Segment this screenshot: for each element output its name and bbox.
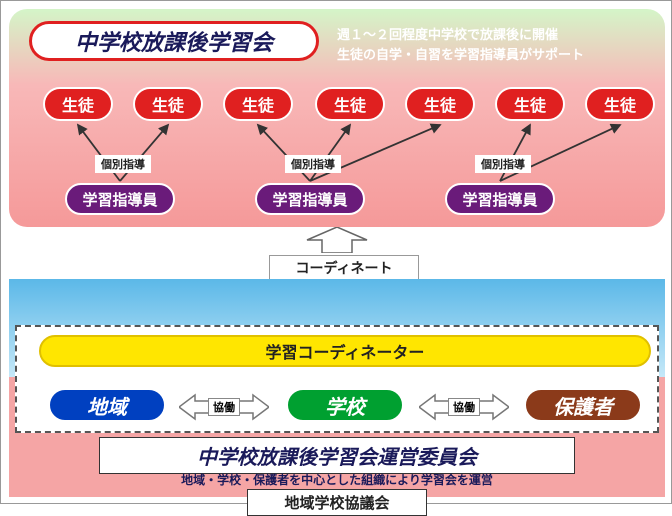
council-box: 地域学校協議会 (247, 489, 427, 516)
arrow-label: 協働 (448, 398, 480, 416)
coordinator-bar: 学習コーディネーター (39, 335, 651, 367)
committee-box: 中学校放課後学習会運営委員会 (99, 437, 575, 474)
bottom-panel: 学習コーディネーター 地域 学校 保護者 協働 協働 中学校放課後学習会運営委員会 地… (9, 279, 665, 497)
h-arrow-icon: 協働 (179, 393, 269, 421)
pill-brown: 保護者 (523, 387, 643, 423)
arrow-label: 協働 (208, 398, 240, 416)
student-node: 生徒 (43, 87, 113, 121)
instructor-node: 学習指導員 (65, 183, 175, 215)
coord-arrow-up-icon (297, 227, 377, 253)
subtitle-line1: 週１～２回程度中学校で放課後に開催 (337, 25, 584, 45)
title-bubble: 中学校放課後学習会 (29, 21, 319, 61)
top-panel: 中学校放課後学習会 週１～２回程度中学校で放課後に開催 生徒の自学・自習を学習指… (9, 9, 665, 227)
pill-green: 学校 (285, 387, 405, 423)
dotted-band: 学習コーディネーター 地域 学校 保護者 協働 協働 (15, 325, 659, 433)
caption-text: 地域・学校・保護者を中心とした組織により学習会を運営 (9, 471, 665, 488)
guide-label: 個別指導 (285, 155, 341, 173)
pill-blue: 地域 (47, 387, 167, 423)
student-node: 生徒 (495, 87, 565, 121)
instructor-node: 学習指導員 (255, 183, 365, 215)
student-node: 生徒 (315, 87, 385, 121)
guide-label: 個別指導 (95, 155, 151, 173)
subtitle: 週１～２回程度中学校で放課後に開催 生徒の自学・自習を学習指導員がサポート (337, 25, 584, 64)
guide-label: 個別指導 (475, 155, 531, 173)
h-arrow-icon: 協働 (419, 393, 509, 421)
student-node: 生徒 (585, 87, 655, 121)
student-node: 生徒 (133, 87, 203, 121)
instructor-node: 学習指導員 (445, 183, 555, 215)
coord-label: コーディネート (269, 255, 419, 281)
student-node: 生徒 (405, 87, 475, 121)
subtitle-line2: 生徒の自学・自習を学習指導員がサポート (337, 45, 584, 65)
student-node: 生徒 (223, 87, 293, 121)
